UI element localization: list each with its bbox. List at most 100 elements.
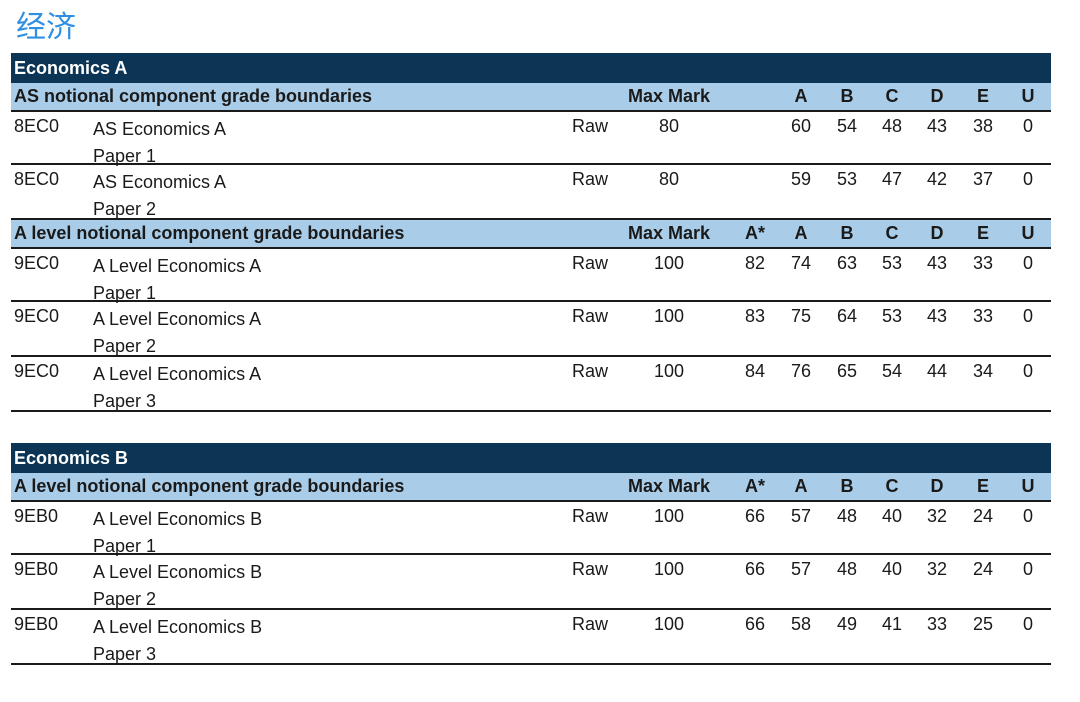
- component-code: 8EC0: [14, 169, 60, 189]
- grade-c: 53: [881, 306, 903, 326]
- grade-c: 47: [881, 169, 903, 189]
- component-name-line2: Paper 1: [93, 146, 157, 166]
- economics-b-table: Economics B A level notional component g…: [11, 443, 1051, 665]
- grade-e: 34: [972, 361, 994, 381]
- mark-type: Raw: [572, 559, 609, 579]
- grade-header-b: B: [840, 476, 854, 496]
- grade-header-a: A: [794, 223, 808, 243]
- grade-b: 49: [836, 614, 858, 634]
- grade-b: 48: [836, 506, 858, 526]
- grade-d: 42: [926, 169, 948, 189]
- component-name-line2: Paper 1: [93, 536, 157, 556]
- subject-bar: Economics A: [11, 53, 1051, 83]
- component-code: 9EC0: [14, 253, 60, 273]
- table-row: 8EC0 AS Economics A Paper 1 Raw 80 60 54…: [11, 110, 1051, 166]
- component-name-line1: AS Economics A: [93, 119, 227, 139]
- grade-header-b: B: [840, 86, 854, 106]
- grade-header-astar: A*: [744, 223, 765, 243]
- component-code: 9EC0: [14, 361, 60, 381]
- grade-b: 64: [836, 306, 858, 326]
- grade-u: 0: [1022, 506, 1033, 526]
- grade-d: 33: [926, 614, 948, 634]
- grade-astar: 83: [744, 306, 766, 326]
- page-title: 经济: [16, 10, 76, 45]
- component-name-line1: A Level Economics A: [93, 256, 262, 276]
- grade-header-c: C: [885, 86, 899, 106]
- max-mark: 100: [653, 306, 685, 326]
- grade-u: 0: [1022, 559, 1033, 579]
- component-name-line1: A Level Economics A: [93, 309, 262, 329]
- max-mark: 100: [653, 361, 685, 381]
- economics-a-table: Economics A AS notional component grade …: [11, 53, 1051, 412]
- component-name: A Level Economics A Paper 2: [93, 306, 261, 360]
- component-name: A Level Economics A Paper 3: [93, 361, 261, 415]
- grade-d: 32: [926, 506, 948, 526]
- grade-header-u: U: [1021, 223, 1035, 243]
- grade-c: 40: [881, 506, 903, 526]
- grade-header-b: B: [840, 223, 854, 243]
- component-name: A Level Economics B Paper 3: [93, 614, 262, 668]
- grade-header-d: D: [930, 223, 944, 243]
- component-name-line1: A Level Economics B: [93, 509, 263, 529]
- grade-a: 57: [790, 506, 812, 526]
- component-code: 9EB0: [14, 506, 59, 526]
- component-name: AS Economics A Paper 1: [93, 116, 226, 170]
- max-mark: 80: [658, 169, 680, 189]
- max-mark: 100: [653, 614, 685, 634]
- component-code: 9EB0: [14, 559, 59, 579]
- table-row: 9EC0 A Level Economics A Paper 1 Raw 100…: [11, 247, 1051, 303]
- grade-header-e: E: [976, 476, 989, 496]
- grade-d: 43: [926, 116, 948, 136]
- grade-b: 53: [836, 169, 858, 189]
- grade-header-d: D: [930, 86, 944, 106]
- section-title: A level notional component grade boundar…: [14, 223, 405, 243]
- grade-astar: 82: [744, 253, 766, 273]
- grade-c: 53: [881, 253, 903, 273]
- grade-e: 38: [972, 116, 994, 136]
- max-mark-header: Max Mark: [627, 476, 711, 496]
- max-mark: 100: [653, 559, 685, 579]
- grade-e: 37: [972, 169, 994, 189]
- grade-header-a: A: [794, 476, 808, 496]
- max-mark: 100: [653, 253, 685, 273]
- component-name-line1: A Level Economics B: [93, 617, 263, 637]
- grade-header-u: U: [1021, 86, 1035, 106]
- table-row: 9EB0 A Level Economics B Paper 3 Raw 100…: [11, 610, 1051, 665]
- grade-c: 41: [881, 614, 903, 634]
- grade-header-astar: A*: [744, 476, 765, 496]
- table-row: 9EB0 A Level Economics B Paper 1 Raw 100…: [11, 500, 1051, 556]
- component-name-line2: Paper 3: [93, 391, 157, 411]
- max-mark-header: Max Mark: [627, 223, 711, 243]
- mark-type: Raw: [572, 169, 609, 189]
- mark-type: Raw: [572, 506, 609, 526]
- grade-u: 0: [1022, 116, 1033, 136]
- table-row: 9EC0 A Level Economics A Paper 3 Raw 100…: [11, 357, 1051, 412]
- grade-b: 54: [836, 116, 858, 136]
- component-name-line2: Paper 2: [93, 199, 157, 219]
- grade-b: 65: [836, 361, 858, 381]
- max-mark: 80: [658, 116, 680, 136]
- grade-u: 0: [1022, 253, 1033, 273]
- grade-u: 0: [1022, 614, 1033, 634]
- max-mark-header: Max Mark: [627, 86, 711, 106]
- grade-e: 24: [972, 506, 994, 526]
- grade-astar: 66: [744, 506, 766, 526]
- grade-a: 60: [790, 116, 812, 136]
- table-row: 8EC0 AS Economics A Paper 2 Raw 80 59 53…: [11, 165, 1051, 220]
- component-name-line2: Paper 2: [93, 589, 157, 609]
- grade-u: 0: [1022, 306, 1033, 326]
- component-name: A Level Economics A Paper 1: [93, 253, 261, 307]
- grade-c: 40: [881, 559, 903, 579]
- grade-header-a: A: [794, 86, 808, 106]
- subject-bar: Economics B: [11, 443, 1051, 473]
- component-name: A Level Economics B Paper 1: [93, 506, 262, 560]
- section-title: AS notional component grade boundaries: [14, 86, 373, 106]
- table-row: 9EC0 A Level Economics A Paper 2 Raw 100…: [11, 302, 1051, 357]
- grade-c: 48: [881, 116, 903, 136]
- mark-type: Raw: [572, 253, 609, 273]
- grade-header-u: U: [1021, 476, 1035, 496]
- section-title: A level notional component grade boundar…: [14, 476, 405, 496]
- grade-d: 44: [926, 361, 948, 381]
- grade-u: 0: [1022, 361, 1033, 381]
- mark-type: Raw: [572, 116, 609, 136]
